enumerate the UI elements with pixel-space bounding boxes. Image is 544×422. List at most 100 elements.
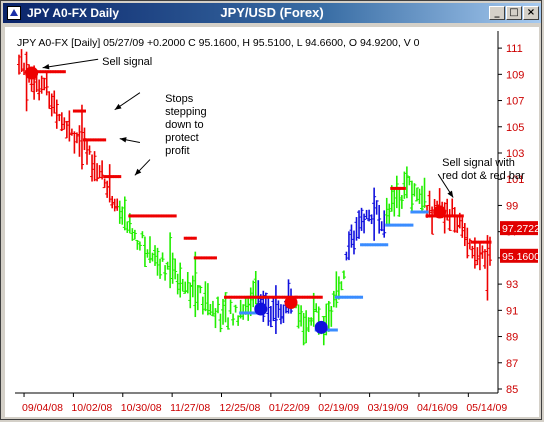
stop-dot: [256, 295, 260, 299]
stop-dot: [423, 210, 427, 214]
stop-dot: [297, 295, 301, 299]
y-tick-label: 105: [506, 122, 524, 134]
x-tick-label: 01/22/09: [269, 402, 310, 414]
x-tick-label: 12/25/08: [220, 402, 261, 414]
stop-dot: [42, 70, 46, 74]
y-tick-label: 89: [506, 332, 518, 344]
signal-dot: [433, 205, 447, 219]
stop-dot: [332, 328, 336, 332]
stop-dot: [307, 295, 311, 299]
stop-dot: [173, 214, 177, 218]
title-bar[interactable]: JPY A0-FX Daily JPY/USD (Forex) _ □ ×: [3, 3, 541, 23]
stop-dot: [135, 214, 139, 218]
stop-dot: [229, 295, 233, 299]
stop-dot: [360, 243, 364, 247]
signal-dot: [284, 295, 298, 309]
stop-dot: [299, 295, 303, 299]
stop-dot: [57, 70, 61, 74]
stop-dot: [488, 240, 492, 244]
stop-dot: [281, 295, 285, 299]
stop-dot: [93, 138, 97, 142]
stop-dot: [90, 138, 94, 142]
price-chart: 858789919395979910110310510710911109/04/…: [15, 31, 540, 414]
stop-dot: [480, 240, 484, 244]
stop-dot: [231, 295, 235, 299]
price-tag-label: 95.1600: [502, 251, 539, 263]
price-tag-bg: [500, 221, 538, 236]
stop-dot: [108, 175, 112, 179]
stop-dot: [390, 223, 394, 227]
stop-dot: [450, 214, 454, 218]
stop-dot: [186, 236, 190, 240]
stop-dot: [133, 214, 137, 218]
stop-dot: [309, 295, 313, 299]
stop-dot: [82, 109, 86, 113]
stop-dot: [158, 214, 162, 218]
stop-dot: [62, 70, 66, 74]
stop-dot: [294, 295, 298, 299]
stop-dot: [246, 295, 250, 299]
stop-dot: [105, 175, 109, 179]
stop-dot: [370, 243, 374, 247]
stop-dot: [98, 138, 102, 142]
stop-dot: [276, 295, 280, 299]
restore-button[interactable]: □: [506, 6, 522, 20]
stop-dot: [445, 214, 449, 218]
x-tick-label: 11/27/08: [170, 402, 210, 414]
y-tick-label: 103: [506, 148, 524, 160]
close-button[interactable]: ×: [523, 6, 539, 20]
stop-dot: [485, 240, 489, 244]
stop-dot: [128, 214, 132, 218]
stop-dot: [37, 70, 41, 74]
stop-dot: [244, 295, 248, 299]
stop-dot: [478, 240, 482, 244]
signal-dot: [25, 66, 39, 80]
stop-dot: [397, 223, 401, 227]
stop-dot: [100, 138, 104, 142]
stop-dot: [279, 295, 283, 299]
stop-dot: [425, 210, 429, 214]
x-tick-label: 09/04/08: [22, 402, 63, 414]
stop-dot: [392, 186, 396, 190]
stop-dot: [241, 295, 245, 299]
annotation-text: protect: [165, 132, 199, 144]
stop-dot: [342, 295, 346, 299]
chart-area: 858789919395979910110310510710911109/04/…: [5, 27, 540, 417]
annotation-arrowhead: [42, 64, 50, 70]
stop-dot: [241, 311, 245, 315]
trailing-stops: [25, 70, 492, 332]
stop-dot: [448, 214, 452, 218]
x-tick-label: 04/16/09: [417, 402, 458, 414]
stop-dot: [118, 175, 122, 179]
stop-dot: [329, 328, 333, 332]
stop-dot: [412, 210, 416, 214]
stop-dot: [400, 186, 404, 190]
stop-dot: [337, 295, 341, 299]
stop-dot: [271, 295, 275, 299]
stop-dot: [377, 243, 381, 247]
stop-dot: [385, 243, 389, 247]
stop-dot: [365, 243, 369, 247]
stop-dot: [266, 295, 270, 299]
minimize-button[interactable]: _: [489, 6, 505, 20]
stop-dot: [201, 256, 205, 260]
stop-dot: [317, 295, 321, 299]
stop-dot: [375, 243, 379, 247]
stop-dot: [72, 109, 76, 113]
stop-dot: [458, 214, 462, 218]
stop-dot: [453, 214, 457, 218]
stop-dot: [390, 186, 394, 190]
stop-dot: [110, 175, 114, 179]
x-tick-label: 10/30/08: [121, 402, 162, 414]
stop-dot: [198, 256, 202, 260]
stop-dot: [473, 240, 477, 244]
stop-dot: [417, 210, 421, 214]
stop-dot: [156, 214, 160, 218]
stop-dot: [191, 236, 195, 240]
stop-dot: [40, 70, 44, 74]
stop-dot: [483, 240, 487, 244]
annotation-arrow: [42, 58, 99, 69]
stop-dot: [339, 295, 343, 299]
stop-dot: [392, 223, 396, 227]
